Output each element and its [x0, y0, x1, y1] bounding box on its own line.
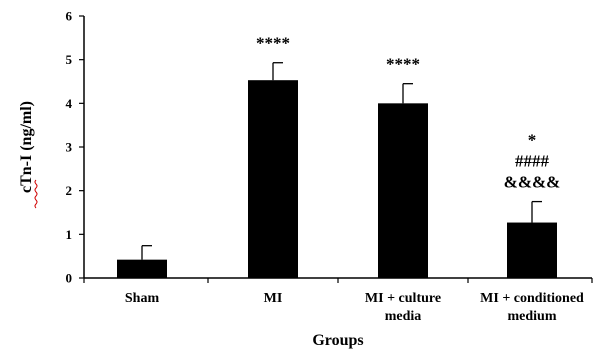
significance-label: ****	[256, 34, 290, 53]
significance-label: &&&&	[504, 173, 561, 192]
bar	[248, 80, 298, 278]
x-axis-title: Groups	[312, 332, 363, 349]
y-tick-label: 0	[66, 271, 73, 286]
spellcheck-underline	[34, 179, 38, 209]
bar	[378, 103, 428, 278]
x-category-label: Sham	[125, 291, 160, 306]
y-tick-label: 6	[66, 9, 73, 24]
significance-label: *	[528, 131, 537, 150]
bar	[507, 222, 557, 278]
x-category-label: MI + conditioned	[480, 291, 584, 306]
x-category-label: MI	[264, 291, 283, 306]
y-tick-label: 4	[66, 96, 73, 111]
significance-label: ####	[515, 152, 550, 171]
x-category-label: MI + culture	[365, 291, 441, 306]
y-tick-label: 3	[66, 140, 73, 155]
chart-bars	[117, 62, 557, 278]
y-tick-label: 2	[66, 183, 73, 198]
x-category-label: medium	[508, 309, 557, 324]
y-tick-label: 1	[66, 227, 73, 242]
y-tick-label: 5	[66, 52, 73, 67]
chart-labels: Sham **** MI **** MI + culture media * #### &&&&…	[34, 34, 584, 324]
bar	[117, 259, 167, 278]
x-category-label: media	[385, 309, 422, 324]
y-axis-title: cTn-I (ng/ml)	[18, 101, 35, 193]
significance-label: ****	[386, 55, 420, 74]
